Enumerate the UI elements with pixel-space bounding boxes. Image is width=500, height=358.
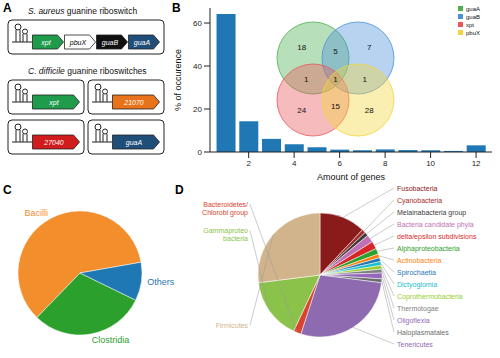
svg-text:Haloplasmatales: Haloplasmatales (397, 329, 449, 337)
svg-text:guaA: guaA (134, 39, 151, 47)
svg-text:18: 18 (297, 43, 306, 52)
svg-text:20: 20 (193, 105, 202, 114)
svg-text:guaA: guaA (466, 6, 480, 12)
svg-text:1: 1 (304, 75, 309, 84)
svg-text:Coprothermobacteria: Coprothermobacteria (397, 293, 463, 301)
svg-text:Oligoflexia: Oligoflexia (397, 317, 430, 325)
svg-text:Amount of genes: Amount of genes (317, 172, 386, 182)
svg-text:Cyanobacteria: Cyanobacteria (397, 197, 442, 205)
svg-text:21070: 21070 (123, 99, 144, 106)
svg-text:0: 0 (198, 148, 203, 157)
svg-text:24: 24 (297, 106, 306, 115)
svg-text:Actinobacteria: Actinobacteria (397, 257, 441, 264)
svg-text:xpt: xpt (466, 22, 474, 28)
svg-text:pbuX: pbuX (466, 30, 480, 36)
svg-text:Tenericutes: Tenericutes (397, 341, 433, 348)
svg-text:Bacteria candidate phyla: Bacteria candidate phyla (397, 221, 474, 229)
svg-text:27040: 27040 (43, 139, 64, 146)
svg-text:Fusobacteria: Fusobacteria (397, 185, 438, 192)
svg-text:4: 4 (292, 159, 297, 168)
svg-text:Gammaproteobacteria: Gammaproteobacteria (203, 227, 248, 242)
svg-text:7: 7 (367, 43, 372, 52)
svg-text:guaB: guaB (102, 39, 119, 47)
svg-text:C. difficile guanine riboswitc: C. difficile guanine riboswitches (28, 66, 147, 76)
svg-text:5: 5 (333, 47, 338, 56)
svg-text:D: D (175, 183, 184, 197)
svg-text:% of occurence: % of occurence (173, 49, 183, 111)
svg-text:xpt: xpt (48, 99, 59, 107)
svg-text:28: 28 (365, 106, 374, 115)
svg-text:Bacilli: Bacilli (25, 208, 49, 218)
svg-text:10: 10 (426, 159, 435, 168)
svg-text:Clostridia: Clostridia (92, 335, 130, 345)
svg-text:delta/epsilon subdivisions: delta/epsilon subdivisions (397, 233, 477, 241)
svg-text:1: 1 (333, 75, 338, 84)
svg-text:Alphaproteobacteria: Alphaproteobacteria (397, 245, 460, 253)
svg-text:1: 1 (363, 75, 368, 84)
svg-text:Thermotogae: Thermotogae (397, 305, 439, 313)
svg-text:15: 15 (331, 102, 340, 111)
svg-text:guaB: guaB (466, 14, 480, 20)
svg-text:xpt: xpt (40, 39, 51, 47)
svg-text:C: C (8, 183, 12, 197)
svg-text:40: 40 (193, 62, 202, 71)
svg-text:S. aureus guanine riboswitch: S. aureus guanine riboswitch (28, 6, 137, 16)
svg-text:Bacteroidetes/Chlorobi group: Bacteroidetes/Chlorobi group (202, 201, 248, 217)
svg-text:8: 8 (383, 159, 388, 168)
svg-text:Others: Others (147, 277, 175, 287)
svg-text:6: 6 (337, 159, 342, 168)
svg-text:guaA: guaA (126, 139, 143, 147)
svg-text:12: 12 (472, 159, 481, 168)
svg-text:Firmicutes: Firmicutes (216, 322, 249, 329)
svg-text:Spirochaetia: Spirochaetia (397, 269, 436, 277)
svg-text:pbuX: pbuX (69, 39, 87, 47)
svg-text:60: 60 (193, 19, 202, 28)
svg-text:B: B (172, 1, 181, 15)
svg-text:2: 2 (246, 159, 251, 168)
svg-text:Melainabacteria group: Melainabacteria group (397, 209, 466, 217)
svg-text:A: A (8, 1, 12, 15)
svg-text:Dictyoglomia: Dictyoglomia (397, 281, 437, 289)
